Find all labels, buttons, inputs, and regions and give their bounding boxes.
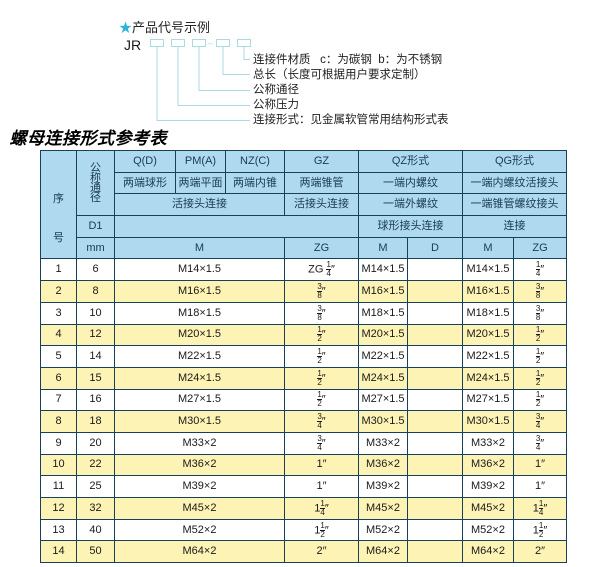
svg-text:–: –	[208, 38, 213, 48]
